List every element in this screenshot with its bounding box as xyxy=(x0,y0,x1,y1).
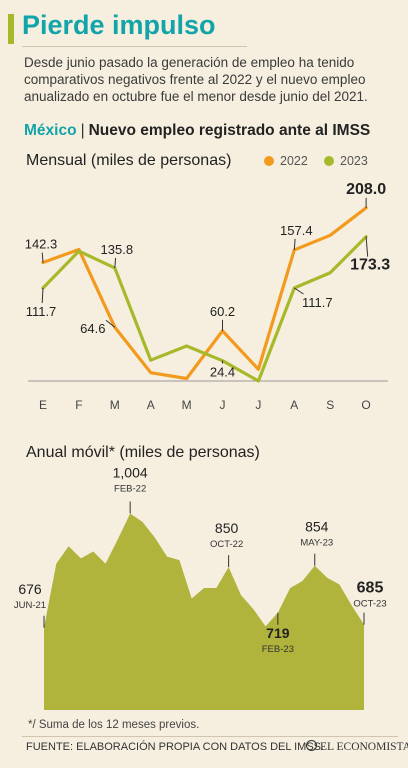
data-label-2022-5: 60.2 xyxy=(210,304,235,319)
logo-text: EL ECONOMISTA xyxy=(320,741,408,753)
data-label-2023-0: 111.7 xyxy=(26,304,57,319)
monthly-chart: E F M A M J J A S O 142.3 111.7 64.6 135.8 60.2 24.4 157… xyxy=(25,181,390,412)
footer-divider xyxy=(22,736,398,737)
data-label-2023-5: 24.4 xyxy=(210,365,235,380)
x-tick-label-3: A xyxy=(147,398,155,412)
annual-date-label-0: JUN-21 xyxy=(14,600,46,611)
leader-line-2022-0 xyxy=(41,252,44,263)
section-label: México | Nuevo empleo registrado ante al I… xyxy=(24,122,370,140)
title-divider xyxy=(22,46,247,47)
logo-mark-icon xyxy=(306,740,317,751)
page-subtitle: Desde junio pasado la generación de empl… xyxy=(24,55,368,104)
data-label-2022-2: 64.6 xyxy=(80,321,105,336)
title-accent-bar xyxy=(8,14,14,44)
annual-value-label-26: 685 xyxy=(357,580,384,597)
x-tick-label-0: E xyxy=(39,398,47,412)
annual-chart-title: Anual móvil* (miles de personas) xyxy=(26,444,260,461)
annual-date-label-22: MAY-23 xyxy=(300,538,333,549)
source-note: FUENTE: ELABORACIÓN PROPIA CON DATOS DEL… xyxy=(26,741,325,753)
x-tick-label-2: M xyxy=(110,398,120,412)
annual-value-label-22: 854 xyxy=(305,519,329,535)
data-label-2022-9: 208.0 xyxy=(346,181,386,198)
legend-item-2023: 2023 xyxy=(324,154,368,168)
monthly-chart-title: Mensual (miles de personas) xyxy=(26,152,232,169)
page-title: Pierde impulso xyxy=(22,10,216,40)
legend-dot-2022 xyxy=(264,156,274,166)
leader-line-2023-9 xyxy=(365,236,369,257)
annual-date-label-26: OCT-23 xyxy=(353,599,386,610)
x-tick-label-7: A xyxy=(290,398,298,412)
annual-value-label-0: 676 xyxy=(18,581,42,597)
legend-label-2023: 2023 xyxy=(340,154,368,168)
x-tick-label-4: M xyxy=(182,398,192,412)
data-label-2023-2: 135.8 xyxy=(101,242,134,257)
data-label-2022-0: 142.3 xyxy=(25,237,58,252)
section-description: Nuevo empleo registrado ante al IMSS xyxy=(88,122,371,139)
x-tick-label-5: J xyxy=(220,398,226,412)
annual-date-label-15: OCT-22 xyxy=(210,539,243,550)
x-tick-label-9: O xyxy=(361,398,370,412)
annual-value-label-19: 719 xyxy=(266,625,290,641)
section-separator: | xyxy=(80,122,85,139)
x-tick-label-6: J xyxy=(255,398,261,412)
x-tick-label-1: F xyxy=(75,398,82,412)
annual-date-label-19: FEB-23 xyxy=(262,644,294,655)
annual-date-label-7: FEB-22 xyxy=(114,483,146,494)
leader-line-2023-7 xyxy=(294,287,304,295)
series-line-2023 xyxy=(41,235,368,383)
country-label: México xyxy=(24,122,77,139)
legend-dot-2023 xyxy=(324,156,334,166)
leader-line-2022-2 xyxy=(105,319,116,328)
annual-value-label-15: 850 xyxy=(215,520,239,536)
legend-label-2022: 2022 xyxy=(280,154,308,168)
x-tick-label-8: S xyxy=(326,398,334,412)
leader-line-2022-7 xyxy=(293,238,296,250)
leader-line-2023-0 xyxy=(41,287,44,304)
data-label-2022-7: 157.4 xyxy=(280,223,313,238)
data-label-2023-9: 173.3 xyxy=(350,257,390,274)
footnote: */ Suma de los 12 meses previos. xyxy=(28,719,200,731)
legend-item-2022: 2022 xyxy=(264,154,308,168)
annual-value-label-7: 1,004 xyxy=(113,464,148,480)
publisher-logo: EL ECONOMISTA xyxy=(306,740,408,753)
annual-area xyxy=(44,513,364,710)
leader-line-2023-2 xyxy=(114,257,117,268)
data-label-2023-7: 111.7 xyxy=(302,295,333,310)
